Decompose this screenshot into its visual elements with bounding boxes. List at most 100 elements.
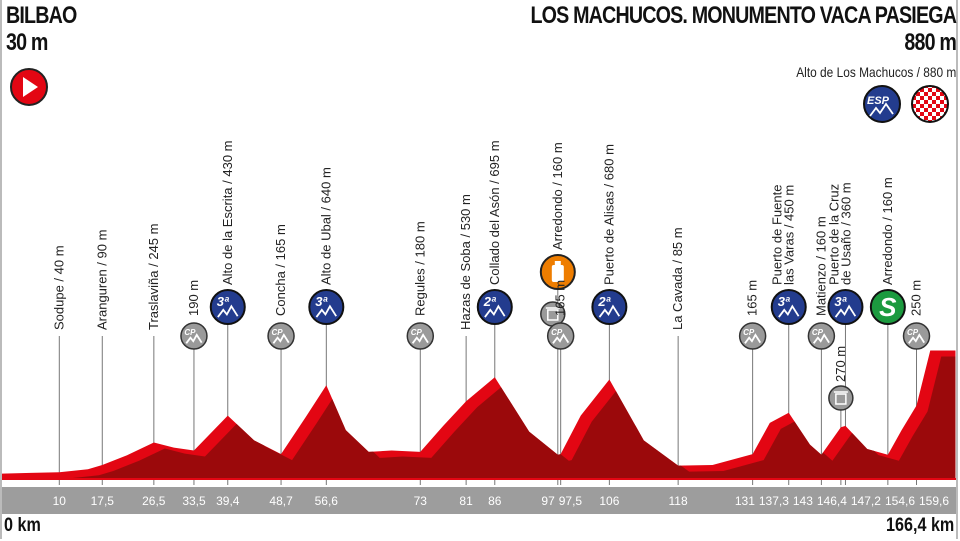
marker-feed: Arredondo / 160 m [539,142,576,327]
marker-label: Regules / 180 m [412,221,427,316]
marker-2a: 2ª Puerto de Alisas / 680 m [591,144,628,325]
marker-label: Arredondo / 160 m [880,177,895,285]
marker-label: Hazas de Soba / 530 m [458,194,473,330]
km-tick-label: 137,3 [759,494,789,508]
km-tick-label: 39,4 [216,494,240,508]
checkpoint-icon: CP [546,322,575,350]
km-tick-label: 106 [599,494,619,508]
marker-cp: CP 165 m [546,280,575,350]
marker-cp: CP Matienzo / 160 m [807,216,836,350]
km-tick-label: 131 [735,494,755,508]
marker-cp: CP Regules / 180 m [406,221,435,350]
marker-label: Aranguren / 90 m [94,230,109,330]
feed-zone-bottle-icon [539,254,576,290]
km-tick-label: 33,5 [182,494,206,508]
category-text: 3ª [217,294,230,309]
marker-label: Sodupe / 40 m [51,245,66,330]
km-tick-label: 118 [669,494,688,508]
marker-none: La Cavada / 85 m [670,227,685,330]
marker-none: Traslaviña / 245 m [146,224,161,330]
km-end: 166,4 km [885,515,954,536]
esp-text: ESP [867,95,890,107]
start-play-icon [10,68,48,106]
mountain-glyph [834,304,857,318]
marker-label: Puerto de Alisas / 680 m [601,144,616,285]
marker-label: Concha / 165 m [273,224,288,316]
marker-cp: CP 165 m [738,280,767,350]
marker-label: 250 m [909,280,924,316]
finish-climb-label: Alto de Los Machucos / 880 m [795,64,956,80]
marker-none: Aranguren / 90 m [94,230,109,330]
start-town: BILBAO [6,2,77,29]
waste-bin-icon [540,301,566,327]
km-tick-label: 17,5 [91,494,115,508]
start-altitude: 30 m [6,29,48,56]
marker-cp: CP Concha / 165 m [267,224,295,350]
marker-label: Traslaviña / 245 m [146,224,161,330]
esp-category-icon: ESP [863,85,901,123]
profile-base [2,478,956,480]
mountain-glyph [185,333,203,344]
mountain-glyph [908,333,925,344]
mountain-glyph [217,304,239,318]
marker-label: Puerto de Fuente [770,185,785,285]
km-tick-label: 97 [541,494,555,508]
cp-text: CP [812,328,824,337]
km-tick-label: 86 [488,494,502,508]
km-tick-label: 146,4 [817,494,847,508]
category-text: 2ª [597,294,611,309]
marker-label-line2: de Usaño / 360 m [838,182,853,285]
marker-none: Hazas de Soba / 530 m [458,194,473,330]
checkpoint-icon: CP [406,322,435,350]
km-axis-band [2,487,956,514]
category-text: 3ª [315,294,328,309]
sprint-icon: S [869,289,906,325]
mountain-glyph [272,333,290,344]
mountain-glyph [315,304,337,318]
mountain-glyph [552,333,570,344]
km-tick-label: 159,6 [919,494,949,508]
km-tick-label: 48,7 [269,494,293,508]
marker-label: 165 m [745,280,760,316]
marker-sprint: S Arredondo / 160 m [869,177,906,325]
marker-label: Arredondo / 160 m [550,142,565,250]
marker-label: Puerto de la Cruz [826,184,841,285]
km-tick-label: 56,6 [315,494,339,508]
cp-text: CP [411,328,423,337]
climb-category-2a-icon: 2ª [476,289,513,325]
mountain-glyph [484,304,506,318]
marker-cp: CP 250 m [902,280,931,350]
marker-label: Collado del Asón / 695 m [487,140,502,285]
elevation-profile-shade [12,356,956,480]
mountain-glyph [812,333,830,344]
category-text: 3ª [778,294,791,309]
climb-category-3a-icon: 3ª [827,289,864,325]
mountain-glyph [744,333,762,344]
km-tick-label: 147,2 [851,494,881,508]
marker-label: Alto de la Escrita / 430 m [220,140,235,285]
climb-category-3a-icon: 3ª [770,289,807,325]
marker-3a: 3ª Alto de Ubal / 640 m [308,167,345,325]
mountain-glyph [778,304,800,318]
cp-text: CP [743,328,755,337]
cp-text: CP [271,328,283,337]
km-tick-label: 97,5 [559,494,583,508]
km-tick-label: 143 [793,494,813,508]
marker-label: Alto de Ubal / 640 m [318,167,333,285]
category-text: 3ª [834,294,847,309]
checkpoint-icon: CP [738,322,767,350]
mountain-glyph [411,333,429,344]
sprint-text: S [879,292,897,322]
category-text: 2ª [483,294,497,309]
marker-label: La Cavada / 85 m [670,227,685,330]
cp-text: CP [184,328,196,337]
marker-none: Sodupe / 40 m [51,245,66,330]
climb-category-3a-icon: 3ª [209,289,246,325]
waste-bin-icon [828,385,854,411]
cp-text: CP [551,328,563,337]
